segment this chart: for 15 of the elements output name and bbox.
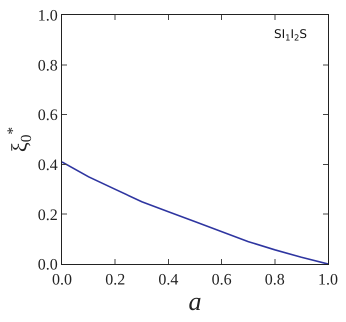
x-tick-label: 0.6 (212, 271, 232, 288)
y-tick-label: 0.8 (38, 57, 58, 74)
y-tick-label: 1.0 (38, 8, 58, 25)
x-tick-label: 0.0 (52, 271, 72, 288)
y-tick-label: 0.4 (38, 157, 58, 174)
line-series (62, 161, 328, 264)
annotation: SI$_{1}$I$_{2}$S (274, 27, 308, 43)
y-tick-label: 0.0 (38, 256, 58, 274)
x-tick-label: 0.2 (105, 271, 126, 288)
x-tick-label: 0.4 (158, 271, 178, 288)
y-tick-label: 0.2 (38, 206, 58, 224)
x-tick-label: 0.8 (264, 271, 285, 288)
x-axis-title: a (188, 287, 202, 316)
y-tick-label: 0.6 (38, 107, 58, 124)
x-tick-label: 1.0 (318, 271, 338, 288)
